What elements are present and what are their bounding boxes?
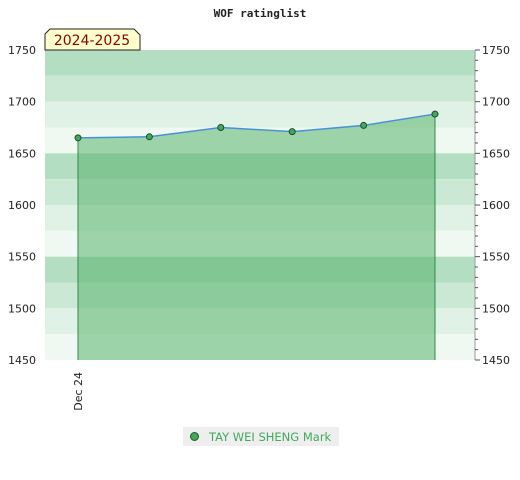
y-tick-label-right: 1650 xyxy=(482,147,510,160)
y-tick-label-left: 1750 xyxy=(8,44,36,57)
y-tick-label-right: 1450 xyxy=(482,354,510,367)
background-band xyxy=(45,75,475,102)
y-tick-label-left: 1700 xyxy=(8,96,36,109)
data-point xyxy=(145,133,153,141)
season-badge-label: 2024-2025 xyxy=(54,33,130,49)
season-badge: 2024-2025 xyxy=(44,28,141,51)
y-tick-label-right: 1500 xyxy=(482,302,510,315)
data-point xyxy=(288,128,296,136)
chart-title: WOF ratinglist xyxy=(214,7,307,20)
legend: TAY WEI SHENG Mark xyxy=(183,427,339,446)
y-tick-label-left: 1550 xyxy=(8,251,36,264)
area-layer xyxy=(77,114,436,360)
data-point xyxy=(360,121,368,129)
data-point xyxy=(74,134,82,142)
y-tick-label-right: 1750 xyxy=(482,44,510,57)
season-badge-box xyxy=(44,28,141,51)
x-tick-label: Dec 24 xyxy=(72,372,85,411)
series-line xyxy=(77,113,436,139)
y-tick-label-left: 1650 xyxy=(8,147,36,160)
legend-marker-icon xyxy=(190,432,199,441)
legend-label: TAY WEI SHENG Mark xyxy=(209,429,332,444)
y-tick-label-right: 1700 xyxy=(482,96,510,109)
line-layer xyxy=(74,110,439,142)
background-band xyxy=(45,50,475,76)
y-tick-label-left: 1450 xyxy=(8,354,36,367)
series-area xyxy=(78,114,435,360)
y-tick-label-left: 1500 xyxy=(8,302,36,315)
y-tick-label-left: 1600 xyxy=(8,199,36,212)
data-point xyxy=(431,110,439,118)
y-tick-label-right: 1550 xyxy=(482,251,510,264)
y-tick-label-right: 1600 xyxy=(482,199,510,212)
axis-layer: 1750 1750 1700 1700 1650 1650 1600 1600 1550 1550… xyxy=(8,44,510,411)
data-point xyxy=(217,124,225,131)
